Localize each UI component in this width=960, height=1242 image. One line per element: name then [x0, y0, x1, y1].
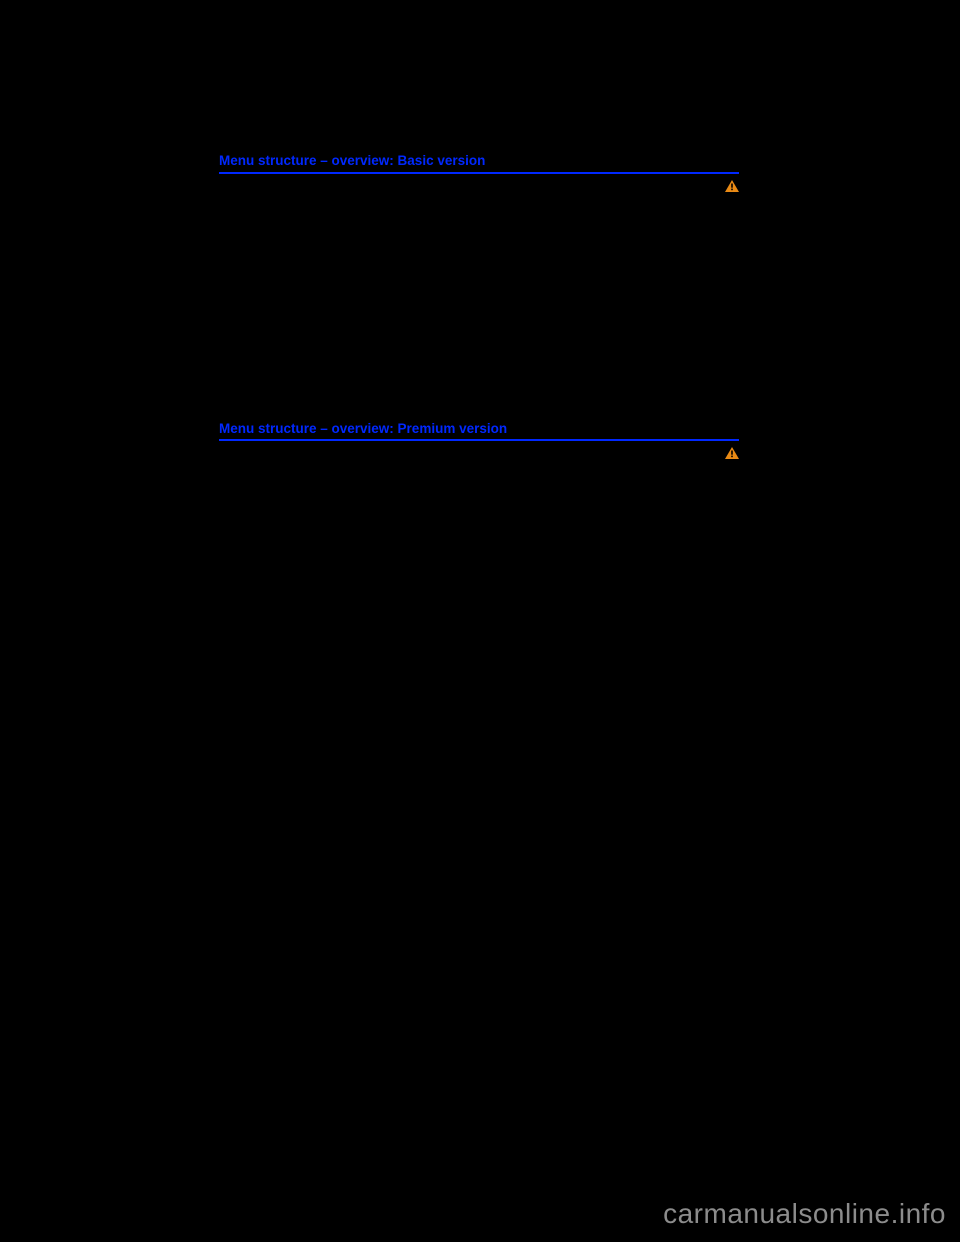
section-body-premium: [219, 459, 739, 1059]
warning-triangle-icon: [725, 447, 739, 459]
watermark-text: carmanualsonline.info: [663, 1198, 946, 1230]
section-basic-version: Menu structure – overview: Basic version: [219, 152, 739, 396]
page-content: Menu structure – overview: Basic version…: [219, 152, 739, 1083]
section-heading-row: Menu structure – overview: Premium versi…: [219, 420, 739, 442]
section-premium-version: Menu structure – overview: Premium versi…: [219, 420, 739, 1060]
warning-row: [219, 447, 739, 459]
section-heading-basic: Menu structure – overview: Basic version: [219, 152, 485, 170]
warning-triangle-icon: [725, 180, 739, 192]
section-heading-row: Menu structure – overview: Basic version: [219, 152, 739, 174]
section-heading-premium: Menu structure – overview: Premium versi…: [219, 420, 507, 438]
warning-row: [219, 180, 739, 192]
section-body-basic: [219, 192, 739, 396]
